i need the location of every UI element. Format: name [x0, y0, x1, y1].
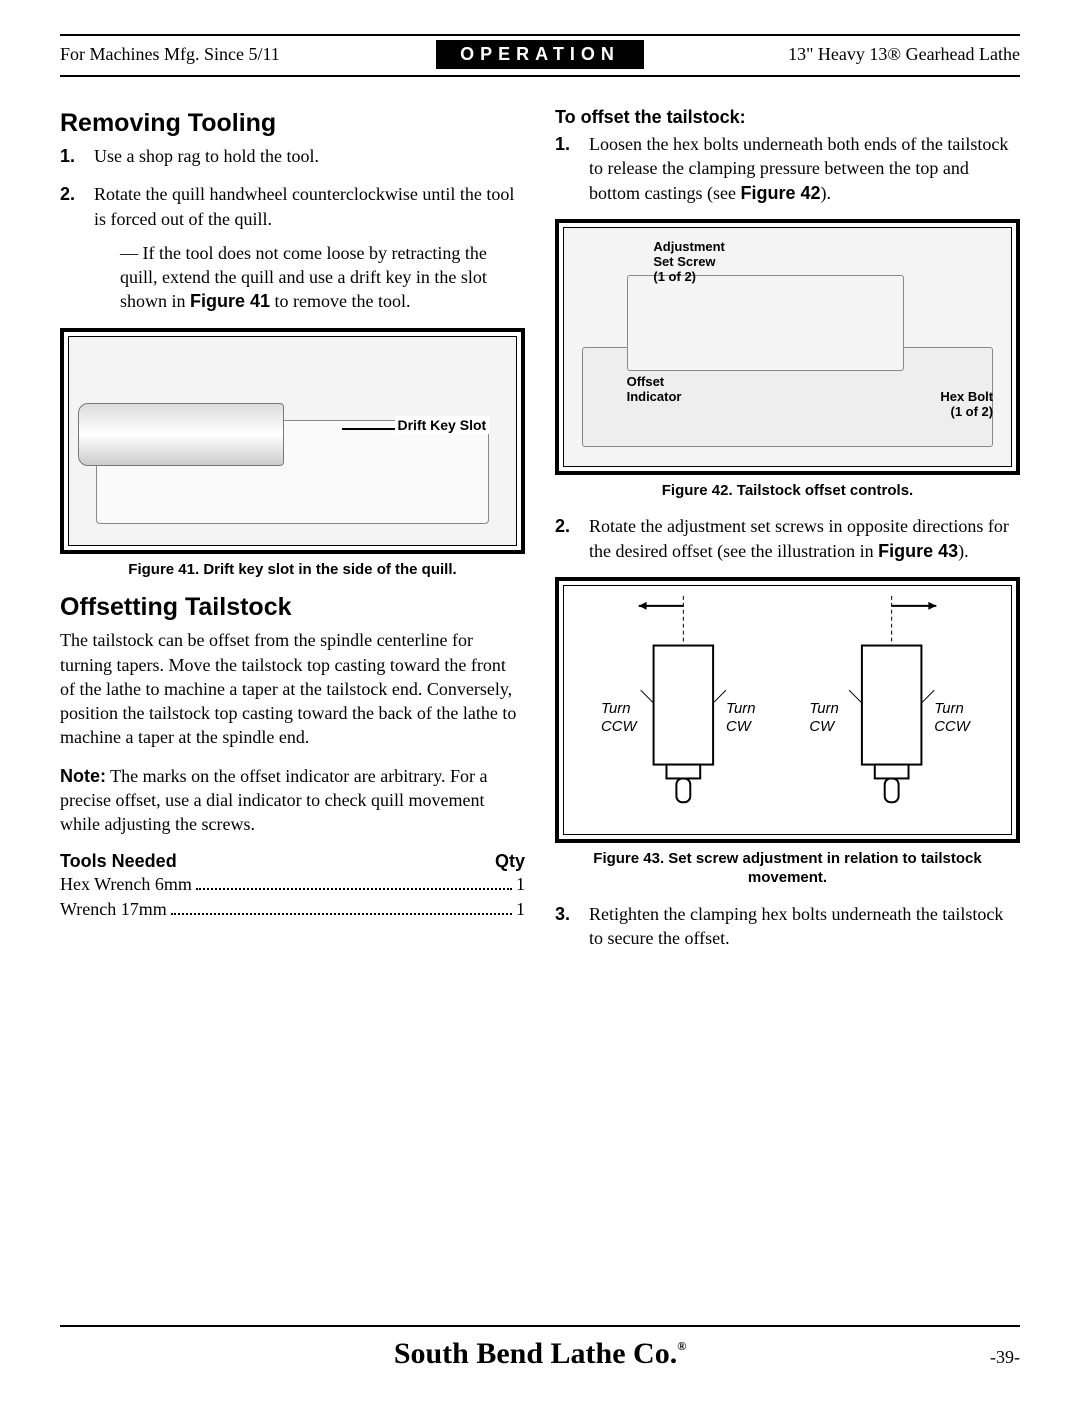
fig41-quill-shape: [78, 403, 284, 465]
steps-removing: 1. Use a shop rag to hold the tool. 2. R…: [60, 144, 525, 314]
figure-41-box: Drift Key Slot: [60, 328, 525, 554]
header-right: 13" Heavy 13® Gearhead Lathe: [644, 44, 1020, 65]
step-text: Loosen the hex bolts underneath both end…: [589, 132, 1020, 205]
step-item: 2. Rotate the quill handwheel counterclo…: [60, 182, 525, 313]
fig42-label-offset: Offset Indicator: [627, 375, 682, 405]
step-text: Rotate the adjustment set screws in oppo…: [589, 514, 1020, 563]
footer-brand-text: South Bend Lathe Co.: [394, 1337, 677, 1370]
svg-text:Turn: Turn: [726, 701, 755, 717]
step-number: 2.: [60, 182, 94, 313]
figure-42-caption: Figure 42. Tailstock offset controls.: [555, 481, 1020, 501]
top-rule: [60, 34, 1020, 36]
figure-42-box: Adjustment Set Screw (1 of 2) Offset Ind…: [555, 219, 1020, 475]
offsetting-note: Note: The marks on the offset indicator …: [60, 764, 525, 837]
tools-header-qty: Qty: [495, 851, 525, 872]
header-left: For Machines Mfg. Since 5/11: [60, 44, 436, 65]
offsetting-description: The tailstock can be offset from the spi…: [60, 628, 525, 749]
content-columns: Removing Tooling 1. Use a shop rag to ho…: [60, 101, 1020, 965]
svg-text:CW: CW: [726, 719, 753, 735]
tool-name: Wrench 17mm: [60, 897, 167, 922]
fig42-label-hexbolt: Hex Bolt (1 of 2): [940, 390, 993, 420]
figure-41-caption: Figure 41. Drift key slot in the side of…: [60, 560, 525, 580]
header-center-badge: OPERATION: [436, 40, 644, 69]
registered-mark: ®: [677, 1339, 686, 1353]
tools-row: Wrench 17mm 1: [60, 897, 525, 922]
fig43-diagram: Turn CCW Turn CW Turn CW Turn CCW: [564, 586, 1011, 834]
step-number: 1.: [555, 132, 589, 205]
figure-43-caption: Figure 43. Set screw adjustment in relat…: [555, 849, 1020, 888]
svg-text:Turn: Turn: [934, 701, 963, 717]
svg-text:Turn: Turn: [809, 701, 838, 717]
fig42-label-adjustment: Adjustment Set Screw (1 of 2): [653, 240, 725, 285]
step-text: Retighten the clamping hex bolts underne…: [589, 902, 1020, 951]
svg-text:CCW: CCW: [934, 719, 971, 735]
footer-row: South Bend Lathe Co.® -39-: [60, 1337, 1020, 1371]
fig41-label: Drift Key Slot: [395, 416, 490, 434]
step-subnote: If the tool does not come loose by retra…: [120, 241, 525, 314]
heading-offset-procedure: To offset the tailstock:: [555, 107, 1020, 128]
steps-offset: 1. Loosen the hex bolts underneath both …: [555, 132, 1020, 205]
figure-43-box: Turn CCW Turn CW Turn CW Turn CCW: [555, 577, 1020, 843]
heading-removing-tooling: Removing Tooling: [60, 109, 525, 138]
heading-offsetting-tailstock: Offsetting Tailstock: [60, 593, 525, 622]
tool-name: Hex Wrench 6mm: [60, 872, 192, 897]
footer-page-number: -39-: [960, 1347, 1020, 1368]
leader-dots: [196, 872, 512, 890]
figure-42-image: Adjustment Set Screw (1 of 2) Offset Ind…: [563, 227, 1012, 467]
figure-41-image: Drift Key Slot: [68, 336, 517, 546]
steps-offset-3: 3. Retighten the clamping hex bolts unde…: [555, 902, 1020, 951]
tools-header-label: Tools Needed: [60, 851, 495, 872]
step-item: 1. Use a shop rag to hold the tool.: [60, 144, 525, 168]
step-post: ).: [821, 183, 832, 203]
step-figref: Figure 43: [878, 541, 958, 561]
svg-text:Turn: Turn: [601, 701, 630, 717]
footer-rule: [60, 1325, 1020, 1327]
step-figref: Figure 42: [740, 183, 820, 203]
steps-offset-2: 2. Rotate the adjustment set screws in o…: [555, 514, 1020, 563]
step-item: 3. Retighten the clamping hex bolts unde…: [555, 902, 1020, 951]
step-item: 1. Loosen the hex bolts underneath both …: [555, 132, 1020, 205]
step-post: ).: [958, 541, 969, 561]
step-text: Use a shop rag to hold the tool.: [94, 144, 525, 168]
step-text: Rotate the quill handwheel counterclockw…: [94, 182, 525, 313]
subnote-figref: Figure 41: [190, 291, 270, 311]
step-number: 1.: [60, 144, 94, 168]
footer-brand: South Bend Lathe Co.®: [120, 1337, 960, 1371]
right-column: To offset the tailstock: 1. Loosen the h…: [555, 101, 1020, 965]
leader-dots: [171, 897, 512, 915]
step-text-part: Rotate the quill handwheel counterclockw…: [94, 184, 514, 228]
tools-header: Tools Needed Qty: [60, 851, 525, 872]
page-header: For Machines Mfg. Since 5/11 OPERATION 1…: [60, 38, 1020, 71]
step-number: 3.: [555, 902, 589, 951]
fig42-top-shape: [627, 275, 904, 370]
tool-qty: 1: [516, 872, 525, 897]
step-item: 2. Rotate the adjustment set screws in o…: [555, 514, 1020, 563]
subnote-post: to remove the tool.: [270, 291, 410, 311]
svg-text:CCW: CCW: [601, 719, 638, 735]
note-text: The marks on the offset indicator are ar…: [60, 766, 488, 835]
left-column: Removing Tooling 1. Use a shop rag to ho…: [60, 101, 525, 965]
page-footer: South Bend Lathe Co.® -39-: [60, 1325, 1020, 1371]
figure-43-image: Turn CCW Turn CW Turn CW Turn CCW: [563, 585, 1012, 835]
header-bottom-rule: [60, 75, 1020, 77]
step-number: 2.: [555, 514, 589, 563]
tools-row: Hex Wrench 6mm 1: [60, 872, 525, 897]
note-label: Note:: [60, 766, 106, 786]
svg-text:CW: CW: [809, 719, 836, 735]
tool-qty: 1: [516, 897, 525, 922]
